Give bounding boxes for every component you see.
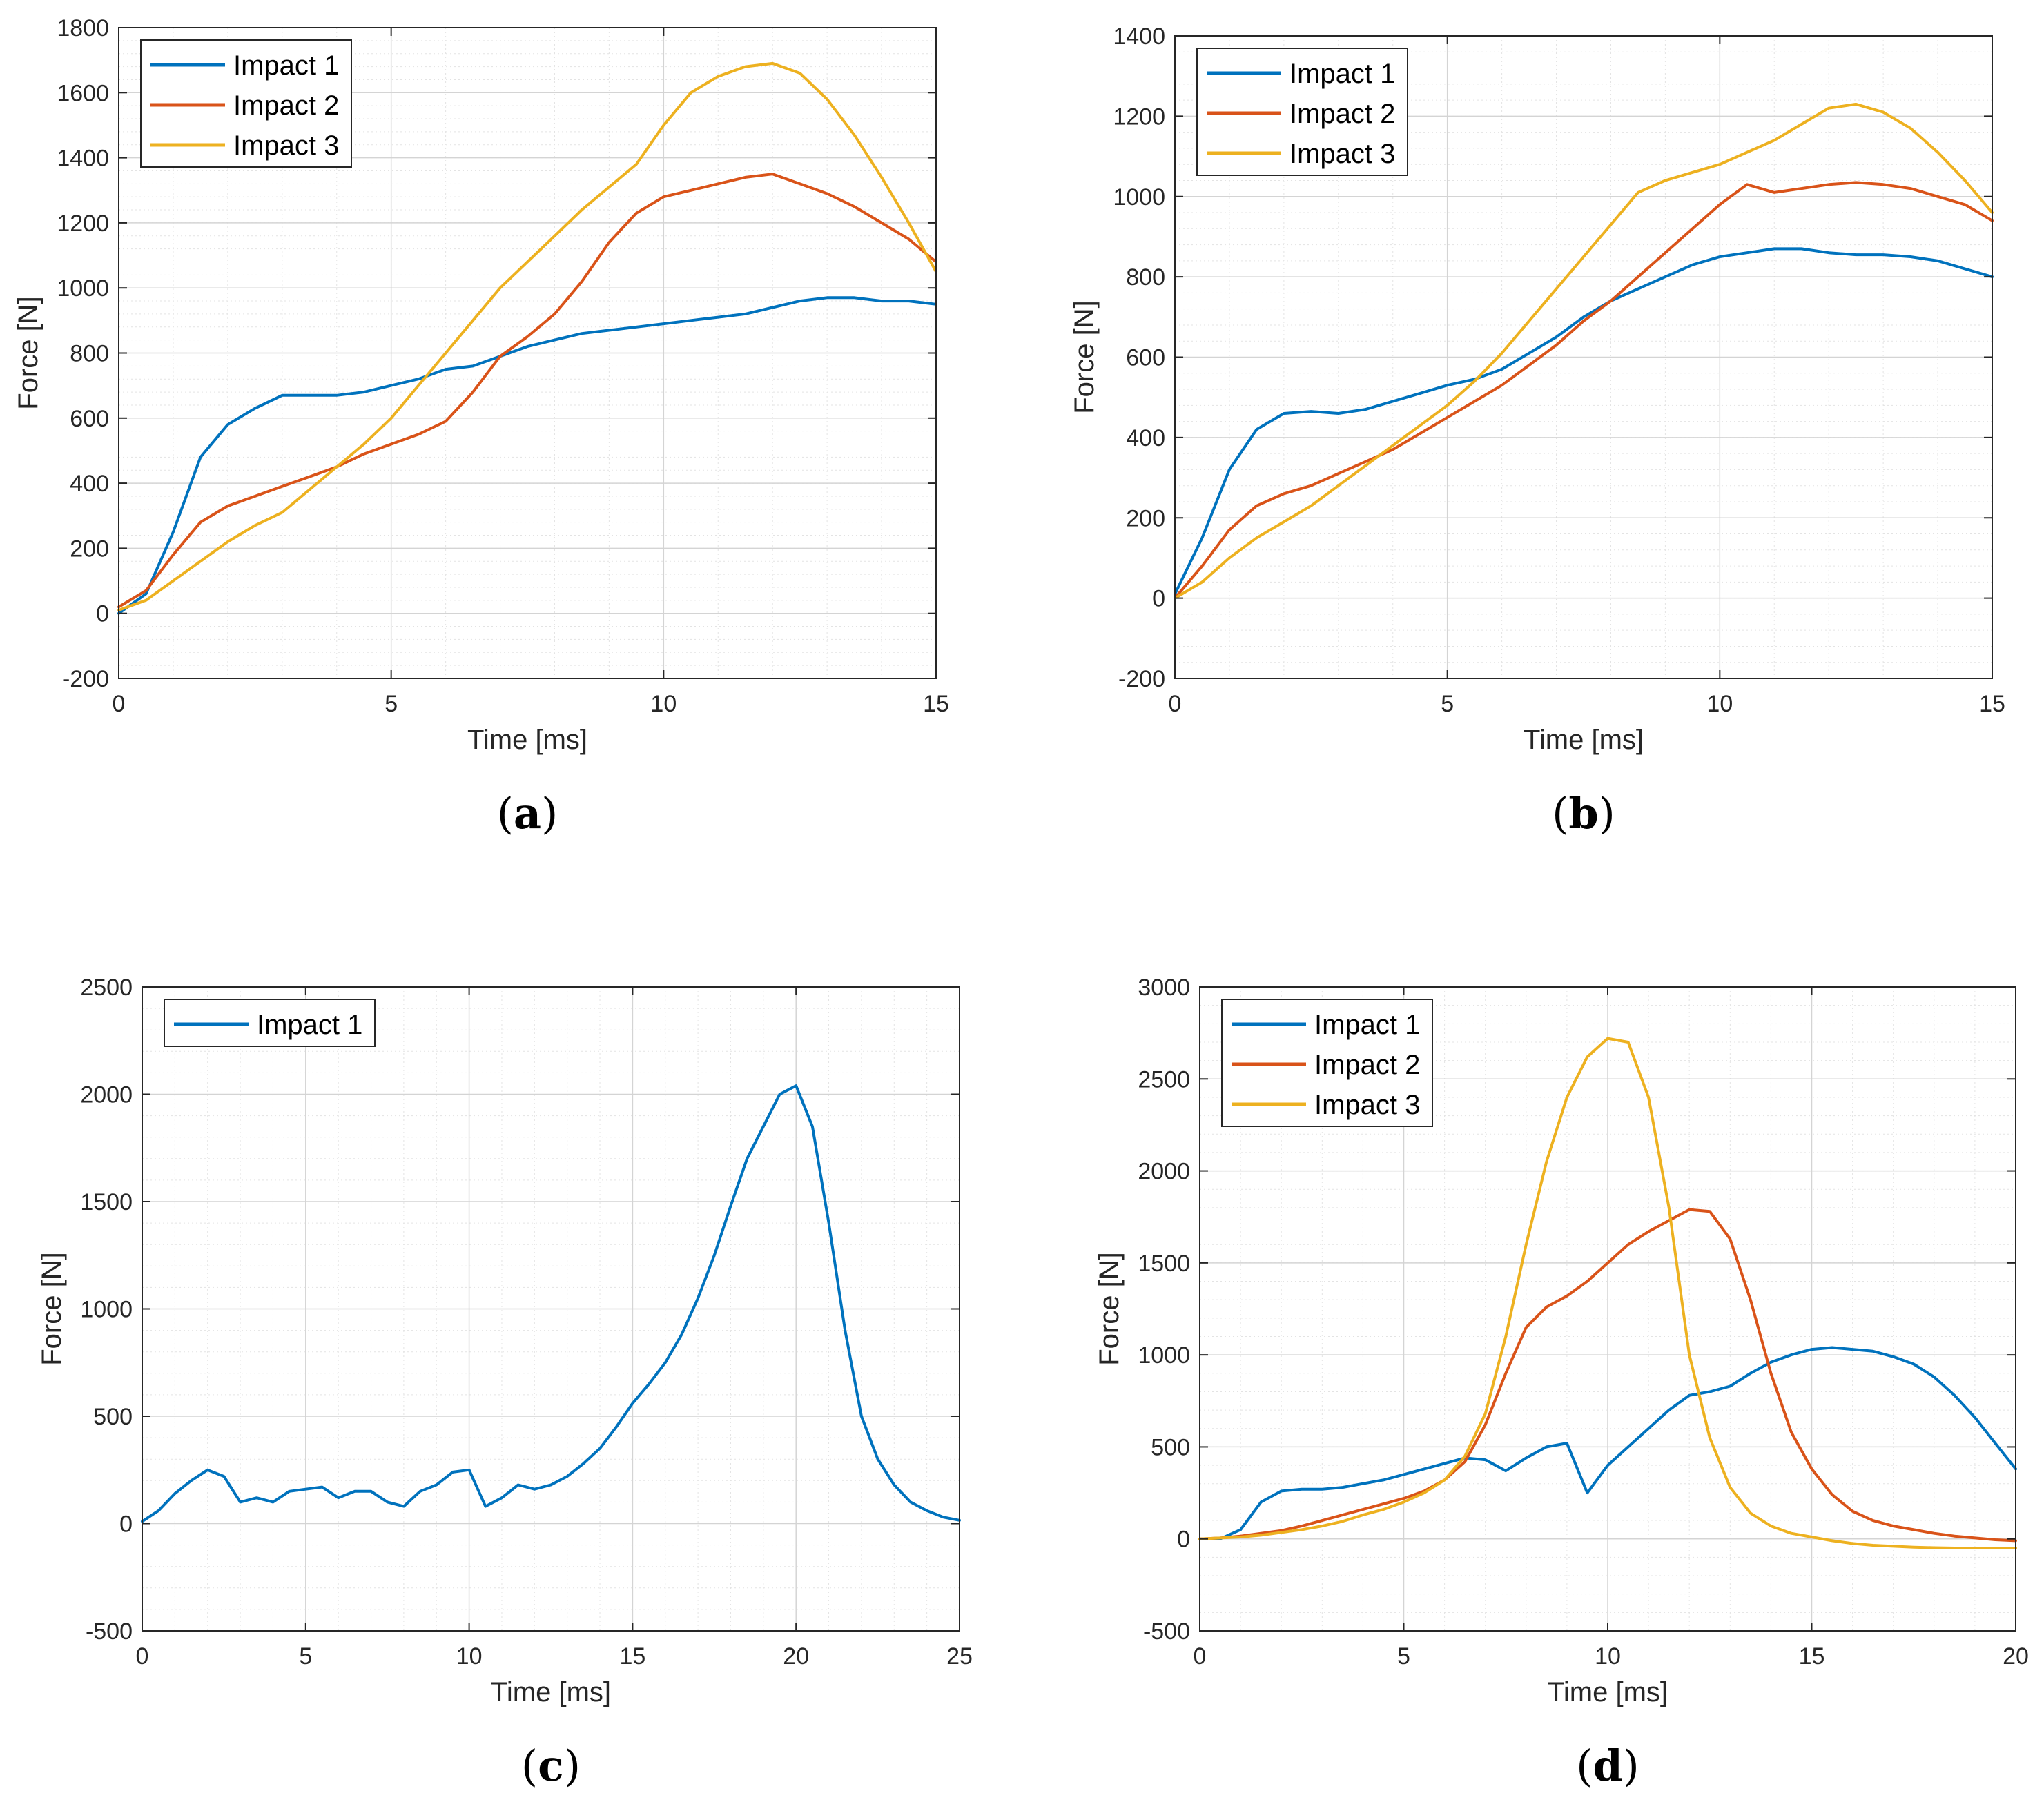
y-tick-label: 800 xyxy=(1126,264,1165,291)
y-tick-label: 1200 xyxy=(1113,104,1165,130)
legend-label-impact-1: Impact 1 xyxy=(1314,1010,1420,1040)
series-line-impact-3 xyxy=(1174,102,1994,600)
y-axis-title: Force [N] xyxy=(1069,300,1100,413)
y-tick-label: -200 xyxy=(62,666,109,692)
legend: Impact 1 Impact 2 Impact 3 xyxy=(1221,999,1433,1127)
legend-label-impact-2: Impact 2 xyxy=(1314,1050,1420,1080)
y-tick-label: 500 xyxy=(1151,1434,1190,1460)
y-tick-label: 200 xyxy=(1126,505,1165,531)
y-tick-label: 400 xyxy=(70,471,109,497)
y-tick-label: 1500 xyxy=(80,1189,133,1215)
y-axis-title: Force [N] xyxy=(37,1252,67,1365)
y-tick-label: 1000 xyxy=(1113,184,1165,211)
legend-label-impact-1: Impact 1 xyxy=(233,50,339,81)
series-line-impact-2 xyxy=(1174,181,1994,600)
panel-label: (b) xyxy=(1552,788,1615,839)
x-tick-label: 5 xyxy=(1397,1643,1410,1670)
y-tick-label: -500 xyxy=(1143,1618,1190,1645)
x-tick-label: 25 xyxy=(946,1643,973,1670)
y-tick-label: 1400 xyxy=(57,146,109,172)
x-tick-label: 0 xyxy=(136,1643,149,1670)
x-tick-label: 5 xyxy=(299,1643,312,1670)
chart-panel-a: 0 5 10 15-200020040060080010001200140016001… xyxy=(13,15,949,839)
y-tick-label: 600 xyxy=(70,406,109,432)
x-tick-label: 20 xyxy=(783,1643,809,1670)
x-tick-label: 10 xyxy=(1706,691,1733,717)
series-line-impact-2 xyxy=(1198,1208,2017,1543)
y-tick-label: 2000 xyxy=(1138,1159,1190,1185)
y-tick-label: -500 xyxy=(86,1618,133,1645)
legend: Impact 1 xyxy=(164,999,376,1047)
series-line-impact-3 xyxy=(1198,1037,2017,1549)
y-tick-label: 2000 xyxy=(80,1082,133,1108)
series-line-impact-1 xyxy=(1198,1346,2017,1540)
y-tick-label: 600 xyxy=(1126,345,1165,371)
y-tick-label: 1600 xyxy=(57,80,109,106)
x-tick-label: 0 xyxy=(1194,1643,1207,1670)
x-axis-title: Time [ms] xyxy=(467,725,587,755)
y-tick-label: 1000 xyxy=(57,275,109,302)
x-tick-label: 15 xyxy=(923,691,949,717)
x-tick-label: 10 xyxy=(456,1643,483,1670)
x-tick-label: 5 xyxy=(1441,691,1454,717)
x-tick-label: 10 xyxy=(650,691,677,717)
y-tick-label: 1000 xyxy=(1138,1342,1190,1369)
y-tick-label: -200 xyxy=(1118,666,1165,692)
y-tick-label: 800 xyxy=(70,341,109,367)
y-tick-label: 500 xyxy=(93,1404,133,1430)
legend-label-impact-3: Impact 3 xyxy=(1289,139,1395,169)
y-tick-label: 2500 xyxy=(1138,1066,1190,1093)
y-axis-title: Force [N] xyxy=(13,296,43,409)
y-tick-label: 0 xyxy=(1177,1527,1190,1553)
x-tick-label: 15 xyxy=(1979,691,2005,717)
y-tick-label: 1000 xyxy=(80,1297,133,1323)
y-tick-label: 0 xyxy=(119,1511,133,1538)
series-line-impact-1 xyxy=(117,296,937,615)
y-tick-label: 1800 xyxy=(57,15,109,41)
series-line-impact-2 xyxy=(117,173,937,609)
x-tick-label: 0 xyxy=(113,691,126,717)
y-tick-label: 1400 xyxy=(1113,23,1165,50)
x-tick-label: 10 xyxy=(1595,1643,1621,1670)
y-tick-label: 1200 xyxy=(57,211,109,237)
y-tick-label: 3000 xyxy=(1138,975,1190,1001)
series-line-impact-1 xyxy=(141,1084,961,1523)
y-tick-label: 2500 xyxy=(80,975,133,1001)
x-tick-label: 15 xyxy=(1799,1643,1825,1670)
series-line-impact-3 xyxy=(117,61,937,611)
legend-label-impact-2: Impact 2 xyxy=(1289,99,1395,129)
legend-label-impact-3: Impact 3 xyxy=(1314,1090,1420,1120)
legend: Impact 1 Impact 2 Impact 3 xyxy=(1196,48,1408,176)
y-tick-label: 400 xyxy=(1126,425,1165,451)
x-axis-title: Time [ms] xyxy=(1548,1677,1668,1707)
panel-label: (a) xyxy=(497,788,558,839)
chart-panel-d: 0 5 10 15 20-500050010001500200025003000Time… xyxy=(1094,975,2029,1791)
x-axis-title: Time [ms] xyxy=(491,1677,611,1707)
y-axis-title: Force [N] xyxy=(1094,1252,1125,1365)
legend-label-impact-2: Impact 2 xyxy=(233,90,339,121)
panel-label: (d) xyxy=(1576,1741,1639,1791)
x-tick-label: 15 xyxy=(619,1643,645,1670)
panel-label: (c) xyxy=(521,1741,581,1791)
x-tick-label: 5 xyxy=(385,691,398,717)
legend: Impact 1 Impact 2 Impact 3 xyxy=(140,39,352,168)
y-tick-label: 200 xyxy=(70,536,109,562)
y-tick-label: 1500 xyxy=(1138,1251,1190,1277)
legend-label-impact-1: Impact 1 xyxy=(1289,59,1395,89)
legend-label-impact-3: Impact 3 xyxy=(233,130,339,161)
series-line-impact-1 xyxy=(1174,247,1994,596)
x-axis-title: Time [ms] xyxy=(1524,725,1644,755)
chart-panel-b: 0 5 10 15-2000200400600800100012001400Time … xyxy=(1069,23,2005,839)
y-tick-label: 0 xyxy=(96,601,109,627)
legend-label-impact-1: Impact 1 xyxy=(257,1010,362,1040)
x-tick-label: 0 xyxy=(1169,691,1182,717)
y-tick-label: 0 xyxy=(1152,586,1165,612)
x-tick-label: 20 xyxy=(2003,1643,2029,1670)
